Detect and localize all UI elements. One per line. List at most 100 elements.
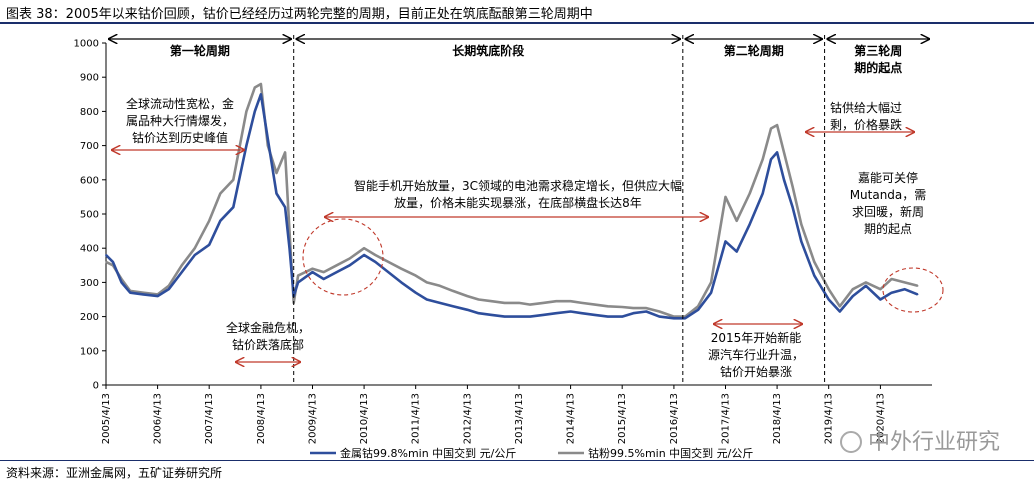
data-point [451,305,454,308]
data-point [208,243,211,246]
x-tick-label: 2009/4/13 [308,393,319,444]
y-tick-label: 500 [80,210,99,221]
data-point [800,223,803,226]
annotation-line: 嘉能可关停 [858,170,918,185]
annotation-line: 全球流动性宽松，金 [126,96,234,111]
x-tick-label: 2018/4/13 [772,393,783,444]
data-point [245,144,248,147]
data-point [219,192,222,195]
data-point [167,284,170,287]
data-point [387,271,390,274]
data-point [219,219,222,222]
data-point [438,302,441,304]
annotation-line: 求回暖，新周 [852,204,924,219]
source-note: 资料来源：亚洲金属网，五矿证券研究所 [6,466,223,480]
x-tick-label: 2019/4/13 [824,393,835,444]
data-point [253,86,256,89]
data-point [180,271,183,274]
data-point [770,127,772,130]
x-tick-label: 2013/4/13 [514,393,525,444]
data-point [451,290,454,292]
data-point [284,151,286,154]
data-point [735,219,738,222]
data-point [813,260,816,263]
x-tick-label: 2011/4/13 [411,393,422,444]
legend-label: 钴粉99.5%min 中国交到 元/公斤 [588,446,753,460]
y-tick-label: 100 [80,346,99,357]
data-point [374,254,377,256]
data-point [569,310,572,313]
data-point [890,291,893,294]
data-point [724,240,727,243]
data-point [632,307,635,309]
x-tick-label: 2014/4/13 [566,393,577,444]
data-point [783,178,785,181]
legend-label: 金属钴99.8%min 中国交到 元/公斤 [340,446,516,460]
data-point [903,281,906,284]
data-point [425,298,428,301]
data-point [518,302,520,304]
y-tick-label: 700 [80,141,99,152]
data-point [387,260,390,263]
data-point [260,93,262,96]
data-point [879,298,882,301]
data-point [569,300,572,303]
x-tick-label: 2015/4/13 [617,393,628,444]
data-point [580,312,583,315]
data-point [783,151,785,154]
data-point [529,315,532,318]
annotation-line: 2015年开始新能 [711,330,802,345]
data-point [297,274,299,277]
data-point [425,281,428,284]
data-point [916,293,919,296]
x-tick-label: 2006/4/13 [153,393,164,444]
data-point [503,302,506,304]
data-point [503,315,506,318]
annotation-line: 钴供给大幅过 [830,100,902,115]
annotation-line: 源汽车行业升温， [708,347,804,362]
data-point [245,110,248,113]
annotation-layer: 第一轮周期 长期筑底阶段 第二轮周期 第三轮周期的起点全球流动性宽松，金属品种大行情爆… [109,35,944,385]
data-point [232,206,235,209]
data-point [477,312,480,315]
data-point [761,158,764,161]
data-point [322,278,325,280]
phase-label: 期的起点 [854,60,902,75]
data-point [363,254,365,256]
data-point [193,254,196,256]
data-point [673,317,675,320]
annotation-line: 全球金融危机， [226,320,310,335]
x-tick-label: 2005/4/13 [101,393,112,444]
annotation-line: 智能手机开始放量，3C领域的电池需求稳定增长，但供应大幅 [354,178,682,193]
data-point [684,317,686,320]
annotation-line: 期的起点 [864,221,912,236]
phase-label: 长期筑底阶段 [452,43,525,58]
data-point [748,192,751,195]
data-point [260,83,262,85]
y-tick-label: 200 [80,312,99,323]
y-tick-label: 900 [80,73,99,84]
data-point [827,298,830,301]
data-point [658,315,661,318]
data-point [800,240,803,243]
data-point [105,260,107,263]
data-point [645,307,648,309]
data-point [335,271,338,274]
data-point [776,151,778,154]
data-point [813,274,816,277]
data-point [414,291,417,294]
x-tick-label: 2010/4/13 [359,393,370,444]
data-point [851,288,854,291]
data-point [129,291,132,294]
data-point [621,306,624,308]
data-point [105,254,107,256]
data-point [167,288,170,291]
data-point [827,288,830,291]
data-point [208,219,211,222]
y-tick-label: 400 [80,244,99,255]
data-point [903,288,906,291]
data-point [645,310,648,313]
data-point [477,298,480,301]
data-point [466,295,469,297]
data-point [879,288,882,291]
